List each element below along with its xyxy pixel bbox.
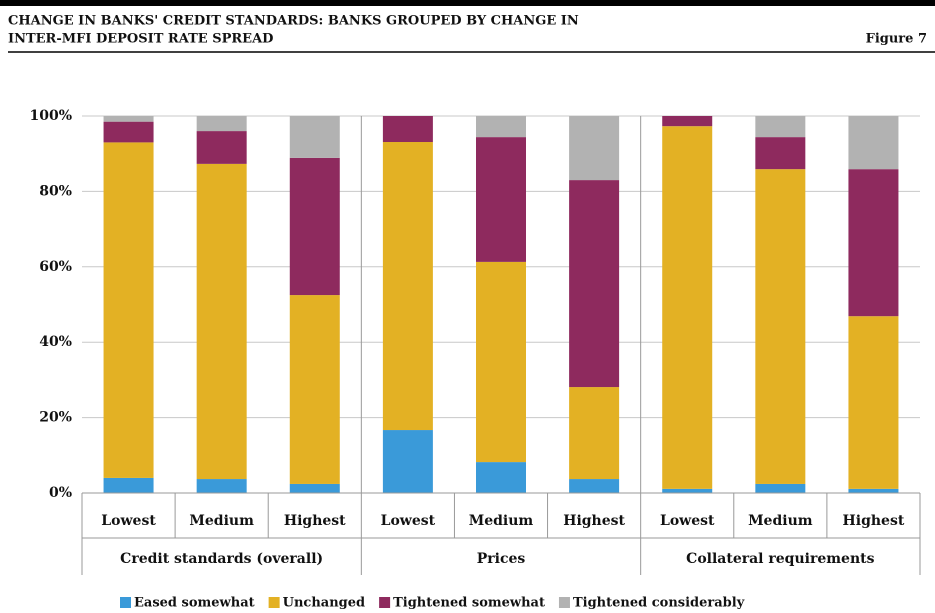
bar-segment: [103, 121, 154, 143]
bar-segment: [289, 295, 340, 484]
x-tick-label: Highest: [843, 513, 905, 529]
y-tick-label: 0%: [49, 485, 72, 501]
bar-segment: [848, 488, 899, 493]
bar-segment: [569, 479, 620, 493]
bar-segment: [848, 116, 899, 170]
bar-segment: [476, 137, 526, 262]
y-tick-label: 20%: [39, 410, 72, 426]
bar-segment: [848, 169, 899, 317]
x-tick-label: Medium: [469, 513, 534, 529]
bar-segment: [755, 169, 806, 484]
bar-segment: [848, 316, 899, 489]
x-tick-label: Lowest: [381, 513, 436, 529]
bar-segment: [476, 261, 526, 463]
bar-segment: [569, 116, 620, 181]
bar-segment: [196, 163, 247, 480]
y-tick-label: 40%: [39, 334, 72, 350]
bar-segment: [196, 479, 247, 493]
y-tick-label: 100%: [29, 108, 72, 124]
bar-segment: [103, 477, 154, 493]
chart-title-line: INTER-MFI DEPOSIT RATE SPREAD: [8, 32, 273, 47]
bar-segment: [196, 116, 247, 132]
legend-swatch: [379, 597, 391, 608]
legend-label: Unchanged: [283, 596, 365, 611]
legend-swatch: [558, 597, 570, 608]
legend-label: Tightened considerably: [573, 596, 745, 611]
legend-swatch: [120, 597, 131, 608]
bar-segment: [382, 142, 433, 431]
x-tick-label: Medium: [189, 513, 254, 529]
bar-segment: [662, 126, 713, 489]
legend-label: Tightened somewhat: [393, 596, 545, 611]
legend-label: Eased somewhat: [134, 596, 255, 611]
legend-swatch: [268, 597, 280, 608]
bar-segment: [476, 462, 526, 493]
group-label: Collateral requirements: [686, 551, 874, 567]
chart-title-line: CHANGE IN BANKS' CREDIT STANDARDS: BANKS…: [8, 14, 579, 29]
bar-segment: [103, 116, 154, 122]
bar-segment: [103, 142, 154, 478]
bar-segment: [196, 131, 247, 164]
bar-segment: [289, 157, 340, 296]
x-tick-label: Medium: [748, 513, 813, 529]
y-tick-label: 80%: [39, 183, 72, 199]
figure-label: Figure 7: [866, 32, 927, 47]
bar-segment: [476, 116, 526, 138]
bar-segment: [382, 116, 433, 143]
bar-segment: [662, 116, 713, 127]
y-tick-label: 60%: [39, 259, 72, 275]
x-tick-label: Highest: [563, 513, 625, 529]
bar-segment: [662, 488, 713, 493]
x-tick-label: Lowest: [660, 513, 715, 529]
bar-segment: [755, 137, 806, 170]
group-label: Prices: [477, 551, 526, 567]
bar-segment: [289, 483, 340, 493]
x-tick-label: Lowest: [101, 513, 156, 529]
bar-segment: [755, 116, 806, 138]
bar-segment: [755, 483, 806, 493]
x-tick-label: Highest: [284, 513, 346, 529]
bar-segment: [289, 116, 340, 158]
bar-segment: [382, 430, 433, 493]
top-rule: [0, 0, 935, 6]
group-label: Credit standards (overall): [120, 551, 323, 567]
bar-segment: [569, 387, 620, 480]
bar-segment: [569, 180, 620, 388]
